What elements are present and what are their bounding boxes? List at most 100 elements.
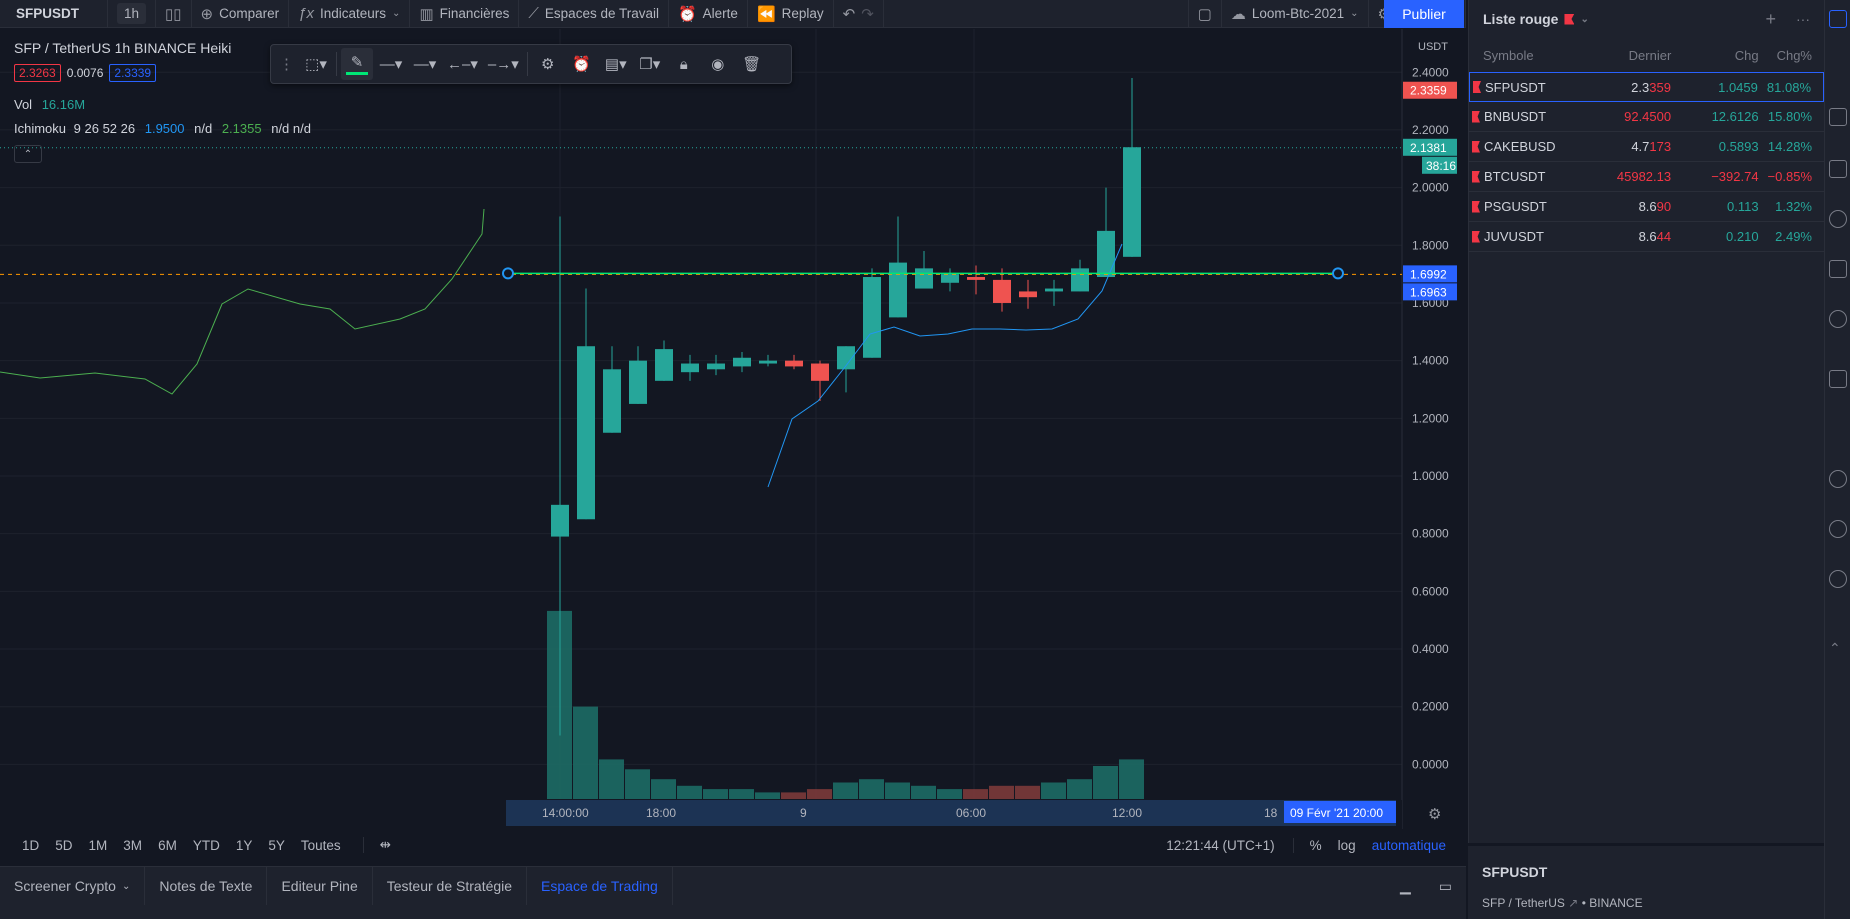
- watchlist-row[interactable]: PSGUSDT 8.690 0.113 1.32%: [1469, 192, 1824, 222]
- watchlist-row[interactable]: CAKEBUSD 4.7173 0.5893 14.28%: [1469, 132, 1824, 162]
- row-chg: 0.210: [1726, 229, 1759, 244]
- interval-button[interactable]: 1h: [108, 0, 157, 28]
- range-3m[interactable]: 3M: [123, 837, 143, 853]
- volume-bar: [573, 706, 598, 799]
- log-toggle[interactable]: log: [1337, 837, 1356, 853]
- range-1m[interactable]: 1M: [88, 837, 108, 853]
- detail-name[interactable]: SFP / TetherUS: [1482, 896, 1565, 910]
- watchlist-title[interactable]: Liste rouge: [1483, 11, 1559, 27]
- range-5y[interactable]: 5Y: [268, 837, 285, 853]
- hide-button[interactable]: ◉: [702, 48, 734, 80]
- row-last-a: 8.6: [1638, 199, 1657, 214]
- watchlist-row[interactable]: BTCUSDT 45982.13 −392.74 −0.85%: [1469, 162, 1824, 192]
- candle-body: [1045, 288, 1063, 292]
- crosshair-time-label: 09 Févr '21 20:00: [1290, 806, 1383, 820]
- clone-button[interactable]: ❐▾: [634, 48, 666, 80]
- visual-order-button[interactable]: ▤▾: [600, 48, 632, 80]
- financials-button[interactable]: ▥ Financières: [410, 0, 520, 28]
- more-icon[interactable]: ···: [1796, 11, 1810, 27]
- clock[interactable]: 12:21:44 (UTC+1): [1166, 837, 1275, 853]
- percent-toggle[interactable]: %: [1292, 837, 1330, 853]
- financials-label: Financières: [439, 6, 510, 21]
- line-style-button[interactable]: —▾: [409, 48, 441, 80]
- bottom-panel-tabs: Screener Crypto ⌄ Notes de Texte Editeur …: [0, 866, 1466, 919]
- tab-screener[interactable]: Screener Crypto ⌄: [0, 867, 146, 905]
- chevron-down-icon: ⌄: [392, 8, 401, 19]
- col-chg[interactable]: Chg: [1734, 47, 1759, 63]
- minimize-panel-button[interactable]: ▁: [1386, 867, 1425, 905]
- range-6m[interactable]: 6M: [158, 837, 177, 853]
- chat-icon[interactable]: [1829, 370, 1847, 388]
- alerts-icon[interactable]: [1829, 108, 1847, 126]
- layout-menu-button[interactable]: ☁ Loom-Btc-2021 ⌄: [1222, 0, 1369, 28]
- line-price-label-2: 1.6963: [1410, 285, 1447, 299]
- add-alert-button[interactable]: ⏰: [566, 48, 598, 80]
- tab-trading[interactable]: Espace de Trading: [527, 867, 673, 905]
- volume-bar: [885, 782, 910, 799]
- lock-button[interactable]: 🔒︎: [668, 48, 700, 80]
- ideas-icon[interactable]: [1829, 310, 1847, 328]
- workspaces-button[interactable]: ⟋ Espaces de Travail: [519, 0, 669, 28]
- red-flag-icon: [1472, 200, 1480, 213]
- range-ytd[interactable]: YTD: [192, 837, 220, 853]
- watchlist-row[interactable]: BNBUSDT 92.4500 12.6126 15.80%: [1469, 102, 1824, 132]
- indicators-button[interactable]: ƒx Indicateurs ⌄: [289, 0, 411, 28]
- col-last[interactable]: Dernier: [1628, 47, 1672, 63]
- line-width-button[interactable]: —▾: [375, 48, 407, 80]
- calendar-icon[interactable]: [1829, 260, 1847, 278]
- template-button[interactable]: ⬚▾: [300, 48, 332, 80]
- auto-toggle[interactable]: automatique: [1371, 837, 1446, 853]
- time-tick-label: 06:00: [956, 806, 986, 820]
- tab-notes[interactable]: Notes de Texte: [145, 867, 268, 905]
- drawing-settings-button[interactable]: ⚙: [532, 48, 564, 80]
- chevron-down-icon[interactable]: ⌄: [1580, 13, 1589, 25]
- left-end-button[interactable]: ←–▾: [443, 48, 482, 80]
- copy-icon: ❐▾: [639, 56, 661, 73]
- chevron-up-icon[interactable]: ⌃: [1829, 640, 1841, 656]
- compare-button[interactable]: ⊕ Comparer: [192, 0, 290, 28]
- price-chart[interactable]: 2.40002.20002.00001.80001.60001.40001.20…: [0, 29, 1466, 829]
- notifications-icon[interactable]: [1829, 570, 1847, 588]
- add-symbol-icon[interactable]: +: [1765, 8, 1776, 29]
- ohlc-close: 2.3339: [109, 64, 157, 82]
- undo-redo: ↶ ↷: [834, 0, 884, 28]
- range-1y[interactable]: 1Y: [235, 837, 253, 853]
- col-symbol[interactable]: Symbole: [1483, 47, 1534, 63]
- right-arrow-line-icon: –→▾: [487, 56, 519, 73]
- candle-body: [941, 274, 959, 283]
- watchlist-row[interactable]: JUVUSDT 8.644 0.210 2.49%: [1469, 222, 1824, 252]
- collapse-legend-button[interactable]: ⌃: [14, 145, 42, 163]
- signals-icon[interactable]: [1829, 520, 1847, 538]
- drag-handle[interactable]: ⋮: [279, 56, 294, 73]
- chart-settings-icon[interactable]: ⚙: [1428, 805, 1441, 823]
- right-end-button[interactable]: –→▾: [484, 48, 523, 80]
- date-range-button[interactable]: ⇹: [362, 837, 399, 853]
- col-chg-pct[interactable]: Chg%: [1776, 47, 1812, 63]
- maximize-panel-button[interactable]: ▭: [1425, 867, 1466, 905]
- streams-icon[interactable]: [1829, 470, 1847, 488]
- delete-button[interactable]: 🗑︎: [736, 48, 768, 80]
- fullscreen-layout-button[interactable]: ▢: [1189, 0, 1222, 28]
- range-5d[interactable]: 5D: [55, 837, 73, 853]
- ichimoku-v3: 2.1355: [221, 121, 262, 136]
- tab-pine-editor[interactable]: Editeur Pine: [267, 867, 373, 905]
- replay-button[interactable]: ⏪ Replay: [748, 0, 834, 28]
- chart-style-button[interactable]: ▯▯: [156, 0, 192, 28]
- hotlist-icon[interactable]: [1829, 210, 1847, 228]
- watchlist-row[interactable]: SFPUSDT 2.3359 1.0459 81.08%: [1469, 72, 1824, 102]
- candle-body: [889, 262, 907, 318]
- range-all[interactable]: Toutes: [300, 837, 341, 853]
- detail-symbol: SFPUSDT: [1482, 864, 1548, 880]
- publish-button[interactable]: Publier: [1384, 0, 1464, 28]
- line-color-button[interactable]: ✎: [341, 48, 373, 80]
- symbol-search[interactable]: SFPUSDT: [0, 0, 108, 28]
- data-window-icon[interactable]: [1829, 160, 1847, 178]
- tab-strategy-tester[interactable]: Testeur de Stratégie: [373, 867, 528, 905]
- row-chg-pct: 2.49%: [1775, 229, 1812, 244]
- alert-button[interactable]: ⏰ Alerte: [669, 0, 748, 28]
- range-1d[interactable]: 1D: [22, 837, 40, 853]
- redo-icon[interactable]: ↷: [861, 5, 874, 23]
- chart-area[interactable]: [0, 29, 1466, 867]
- watchlist-icon[interactable]: [1829, 10, 1847, 28]
- undo-icon[interactable]: ↶: [842, 5, 856, 23]
